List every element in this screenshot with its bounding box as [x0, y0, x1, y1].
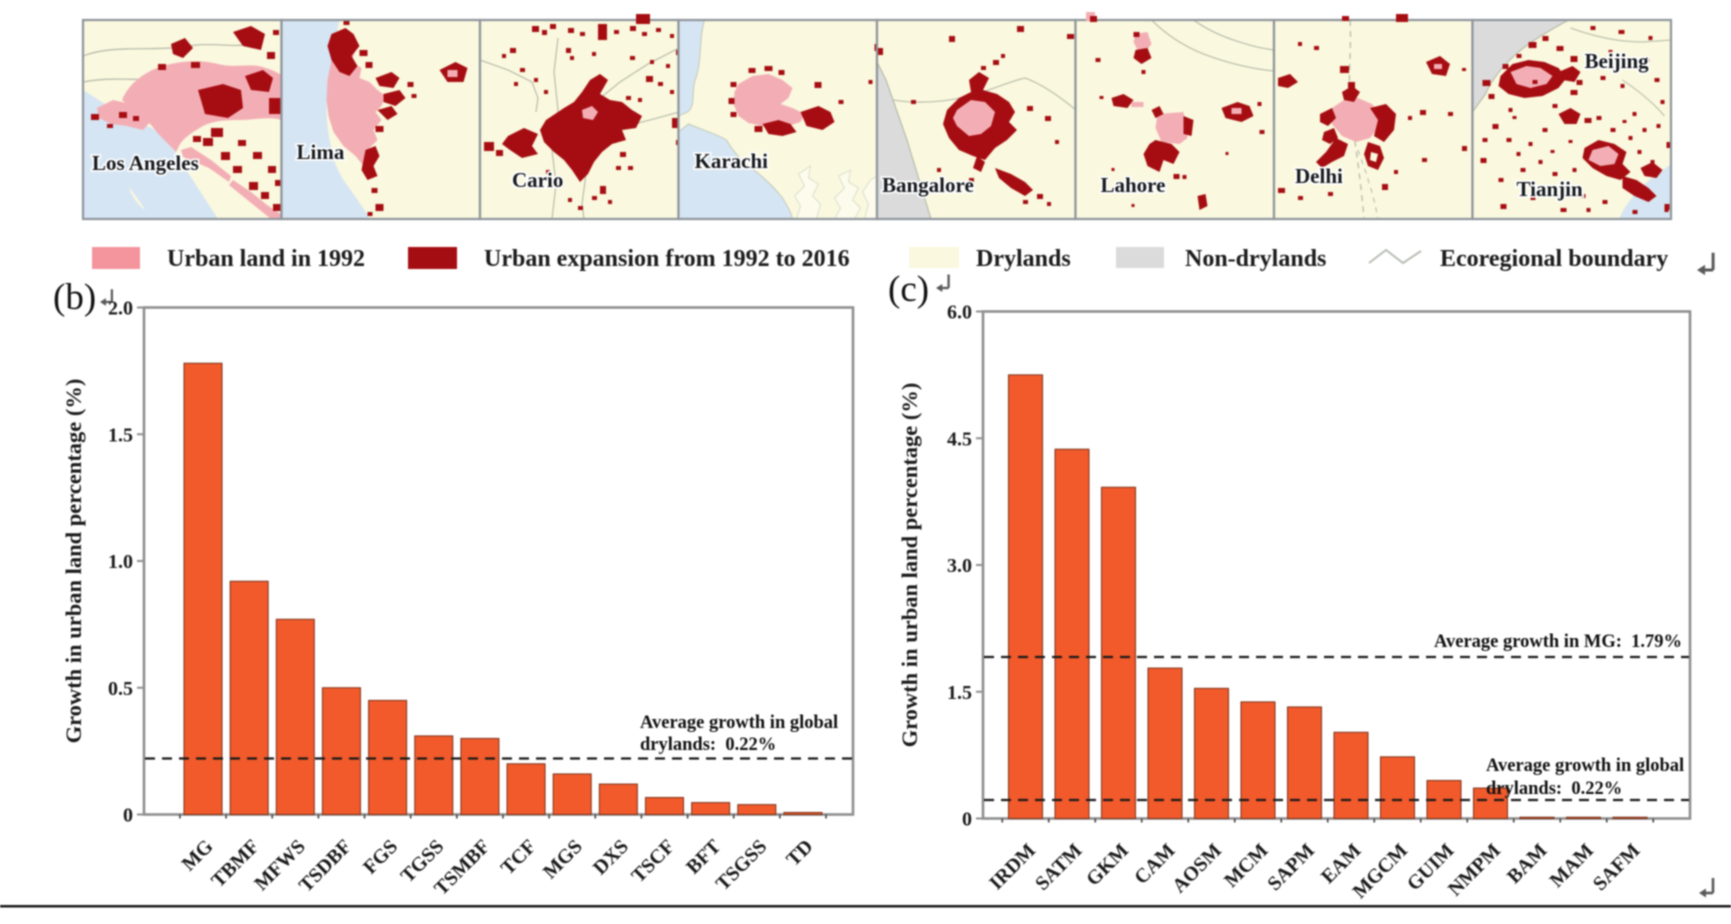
- svg-text:IRDM: IRDM: [985, 839, 1040, 894]
- svg-text:TCF: TCF: [497, 835, 541, 879]
- svg-text:BAM: BAM: [1503, 839, 1552, 888]
- svg-text:GKM: GKM: [1082, 839, 1133, 890]
- svg-text:1.5: 1.5: [108, 424, 133, 446]
- svg-text:MCM: MCM: [1220, 839, 1273, 892]
- svg-text:Drylands: Drylands: [976, 246, 1071, 272]
- svg-text:Urban land in 1992: Urban land in 1992: [167, 246, 365, 272]
- svg-text:Average growth in global: Average growth in global: [1486, 756, 1684, 776]
- svg-text:TSDBF: TSDBF: [295, 835, 356, 896]
- svg-text:Urban expansion from 1992 to 2: Urban expansion from 1992 to 2016: [484, 246, 850, 272]
- svg-text:TSGSS: TSGSS: [712, 835, 772, 895]
- svg-text:Los Angeles: Los Angeles: [92, 151, 199, 175]
- svg-text:Bangalore: Bangalore: [882, 173, 974, 197]
- svg-text:Delhi: Delhi: [1295, 164, 1343, 188]
- svg-text:NMPM: NMPM: [1444, 839, 1505, 900]
- svg-text:AOSM: AOSM: [1168, 839, 1226, 897]
- svg-text:Ecoregional boundary: Ecoregional boundary: [1440, 246, 1668, 272]
- svg-text:1.5: 1.5: [947, 682, 972, 704]
- svg-text:DXS: DXS: [589, 835, 633, 879]
- svg-text:0.5: 0.5: [108, 678, 133, 700]
- svg-text:4.5: 4.5: [947, 428, 972, 450]
- svg-text:2.0: 2.0: [108, 298, 133, 320]
- svg-text:TD: TD: [782, 835, 817, 870]
- svg-text:(b): (b): [53, 277, 96, 318]
- svg-text:Tianjin: Tianjin: [1517, 177, 1583, 201]
- svg-text:Growth in urban land percentag: Growth in urban land percentage (%): [897, 383, 922, 748]
- svg-text:SAFM: SAFM: [1589, 839, 1645, 895]
- svg-text:(c): (c): [888, 269, 929, 310]
- svg-text:3.0: 3.0: [947, 555, 972, 577]
- svg-text:Karachi: Karachi: [695, 149, 769, 173]
- svg-text:Lahore: Lahore: [1101, 173, 1166, 197]
- svg-text:Beijing: Beijing: [1585, 49, 1650, 73]
- svg-text:Lima: Lima: [297, 140, 345, 164]
- svg-text:MG: MG: [178, 835, 218, 875]
- svg-text:0: 0: [962, 809, 972, 831]
- svg-text:SATM: SATM: [1031, 839, 1086, 894]
- svg-text:TSCF: TSCF: [627, 835, 679, 887]
- svg-text:Cario: Cario: [512, 168, 563, 192]
- svg-text:1.0: 1.0: [108, 551, 133, 573]
- svg-text:Growth in urban land percentag: Growth in urban land percentage (%): [61, 379, 86, 744]
- svg-text:Average growth in MG: 1.79%: Average growth in MG: 1.79%: [1434, 632, 1682, 652]
- svg-text:Non-drylands: Non-drylands: [1185, 246, 1326, 272]
- svg-text:0: 0: [123, 805, 133, 827]
- svg-text:Average growth in global: Average growth in global: [640, 713, 838, 733]
- svg-text:6.0: 6.0: [947, 302, 972, 324]
- svg-text:SAPM: SAPM: [1263, 839, 1319, 895]
- svg-text:MGS: MGS: [539, 835, 587, 883]
- svg-text:drylands: 0.22%: drylands: 0.22%: [640, 735, 776, 755]
- svg-text:drylands: 0.22%: drylands: 0.22%: [1486, 779, 1622, 799]
- svg-text:MAM: MAM: [1546, 839, 1599, 892]
